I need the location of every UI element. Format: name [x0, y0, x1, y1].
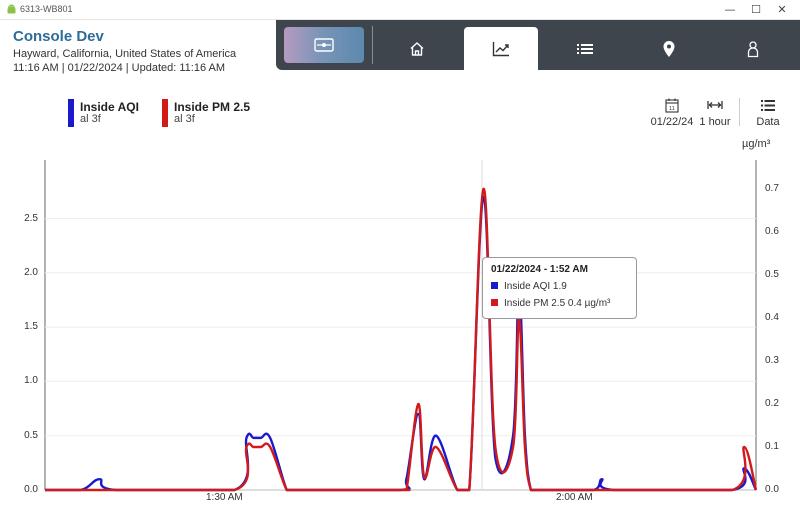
date-picker-button[interactable]: 11 01/22/24 — [650, 98, 694, 128]
home-icon — [410, 41, 424, 56]
legend-label: Inside PM 2.5 — [174, 100, 251, 114]
y-right-tick: 0.0 — [765, 484, 779, 495]
device-thumbnail-button[interactable] — [284, 27, 364, 63]
x-tick: 1:30 AM — [206, 492, 243, 503]
range-icon — [707, 101, 723, 109]
device-name: Console Dev — [13, 28, 104, 45]
range-label: 1 hour — [699, 116, 731, 128]
legend-swatch — [162, 99, 168, 127]
device-icon — [314, 38, 334, 52]
list-icon — [577, 43, 593, 54]
calendar-icon: 11 — [665, 98, 679, 113]
y-left-tick: 2.0 — [24, 266, 38, 278]
maximize-button[interactable]: ☐ — [751, 3, 761, 16]
legend-swatch — [68, 99, 74, 127]
tooltip-row-aqi: Inside AQI 1.9 — [491, 281, 567, 292]
tooltip-swatch — [491, 299, 498, 306]
close-button[interactable]: ✕ — [777, 3, 787, 16]
nav-account[interactable] — [716, 27, 790, 70]
y-left-tick: 1.5 — [24, 321, 38, 333]
nav-location[interactable] — [632, 27, 706, 70]
series-line-inside-pm25 — [45, 187, 758, 492]
legend-label: Inside AQI — [80, 100, 139, 114]
y-left-tick: 1.0 — [24, 375, 38, 387]
nav-list[interactable] — [548, 27, 622, 70]
device-location: Hayward, California, United States of Am… — [13, 48, 237, 60]
chart-icon — [492, 41, 509, 56]
top-navbar — [276, 20, 800, 70]
android-icon — [7, 4, 16, 14]
tooltip-title: 01/22/2024 - 1:52 AM — [491, 264, 588, 275]
nav-chart[interactable] — [464, 27, 538, 70]
window-title: 6313-WB801 — [20, 4, 73, 14]
y-left-tick: 0.0 — [24, 484, 38, 495]
y-right-tick: 0.5 — [765, 269, 779, 280]
y-right-tick: 0.7 — [765, 183, 779, 194]
legend-sublabel: al 3f — [80, 113, 101, 125]
y-right-tick: 0.4 — [765, 312, 779, 323]
tooltip-row-pm25: Inside PM 2.5 0.4 µg/m³ — [491, 298, 610, 309]
data-view-button[interactable]: Data — [752, 98, 784, 128]
person-icon — [747, 40, 759, 57]
controls-divider — [739, 98, 740, 126]
x-tick: 2:00 AM — [556, 492, 593, 503]
y-left-tick: 0.5 — [24, 429, 38, 441]
chart-tooltip: 01/22/2024 - 1:52 AM Inside AQI 1.9 Insi… — [482, 257, 637, 319]
y-right-tick: 0.1 — [765, 441, 779, 452]
y-right-tick: 0.6 — [765, 226, 779, 237]
tooltip-text: Inside AQI 1.9 — [504, 281, 567, 292]
location-pin-icon — [663, 40, 675, 57]
calendar-day: 11 — [669, 106, 675, 112]
date-label: 01/22/24 — [650, 116, 694, 128]
updated-time: 11:16 AM | 01/22/2024 | Updated: 11:16 A… — [13, 62, 226, 74]
nav-home[interactable] — [380, 27, 454, 70]
minimize-button[interactable]: — — [724, 3, 736, 16]
y-right-tick: 0.3 — [765, 355, 779, 366]
device-header: Console Dev Hayward, California, United … — [13, 28, 236, 74]
data-list-icon — [761, 100, 775, 111]
y-right-tick: 0.2 — [765, 398, 779, 409]
tooltip-text: Inside PM 2.5 0.4 µg/m³ — [504, 298, 611, 309]
y-left-tick: 2.5 — [24, 212, 38, 224]
window-titlebar: 6313-WB801 — ☐ ✕ — [0, 0, 800, 20]
tooltip-swatch — [491, 282, 498, 289]
series-line-inside-aqi — [45, 195, 758, 492]
nav-divider — [372, 26, 373, 64]
data-label: Data — [756, 116, 780, 128]
legend-sublabel: al 3f — [174, 113, 195, 125]
time-range-button[interactable]: 1 hour — [697, 98, 733, 128]
right-axis-unit: µg/m³ — [742, 138, 771, 150]
